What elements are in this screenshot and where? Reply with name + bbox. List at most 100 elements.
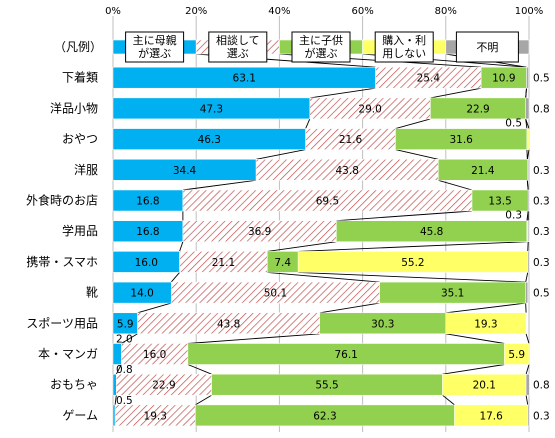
category-label: 下着類	[62, 70, 98, 85]
connector-line	[445, 302, 526, 314]
data-label: 55.5	[315, 380, 338, 392]
data-label: 43.8	[217, 318, 240, 330]
data-label: 35.1	[441, 288, 464, 300]
data-label: 46.3	[198, 134, 221, 146]
data-label: 5.9	[508, 349, 525, 361]
x-axis-ticks: 0% 20% 40% 60% 80% 100%	[105, 6, 543, 17]
bar-segment	[527, 404, 530, 427]
connector-line	[309, 87, 376, 99]
data-label: 43.8	[336, 165, 359, 177]
connector-line	[137, 302, 172, 314]
category-label: おやつ	[62, 132, 98, 146]
connector-line	[395, 149, 439, 160]
connector-line	[525, 272, 529, 283]
x-tick-label: 100%	[515, 6, 544, 17]
connector-line	[182, 179, 257, 191]
data-label: 29.0	[358, 103, 381, 115]
connector-line	[187, 333, 320, 344]
connector-line	[121, 333, 138, 344]
category-label: 本・マンガ	[38, 347, 98, 361]
data-label: 0.3	[533, 196, 550, 208]
data-label: 62.3	[313, 410, 336, 422]
bar-segment	[525, 97, 530, 120]
connector-line	[430, 87, 482, 99]
data-label: 45.8	[420, 226, 443, 238]
connector-line	[114, 395, 117, 405]
connector-line	[438, 179, 473, 191]
category-label: スポーツ用品	[26, 316, 98, 330]
legend-label-box	[125, 31, 185, 63]
bar-segment	[525, 281, 529, 304]
legend-entry-label: 主に子供	[299, 33, 343, 47]
data-labels: 63.1 25.4 10.9 0.5 47.3 29.0 22.9 0.8 46.3 21.6 31…	[116, 73, 550, 423]
data-label: 21.1	[212, 257, 235, 269]
connector-line	[442, 394, 455, 406]
connector-line	[298, 241, 527, 252]
category-label: ゲーム	[62, 408, 98, 422]
connector-line	[267, 241, 337, 252]
legend-label-box	[291, 31, 351, 63]
data-label: 69.5	[316, 196, 339, 208]
legend-label-box	[455, 31, 519, 63]
bars	[112, 66, 530, 427]
x-tick-label: 80%	[435, 6, 457, 17]
data-label: 14.0	[130, 288, 153, 300]
bar-segment	[112, 343, 122, 365]
data-label: 30.3	[371, 318, 394, 330]
legend-label-box	[208, 31, 268, 63]
data-label: 50.1	[264, 288, 287, 300]
data-label: 0.5	[533, 73, 550, 85]
connector-line	[195, 394, 212, 406]
connector-line	[179, 241, 184, 252]
data-label: 36.9	[248, 226, 271, 238]
category-label: 洋品小物	[50, 100, 98, 115]
legend-title: （凡例）	[54, 40, 102, 54]
legend-entry-label: 選ぶ	[227, 47, 249, 60]
x-tick-label: 40%	[268, 6, 290, 17]
legend-entry-label: が選ぶ	[138, 46, 171, 60]
connector-line	[187, 364, 212, 375]
connector-line	[525, 88, 527, 98]
bar-segment	[525, 373, 530, 396]
data-label: 55.2	[401, 257, 424, 269]
data-label: 21.6	[339, 134, 363, 146]
connector-line	[336, 210, 473, 222]
data-label: 76.1	[334, 349, 357, 361]
connector-line	[256, 149, 306, 160]
category-labels: （凡例） 下着類洋品小物おやつ洋服外食時のお店学用品携帯・スマホ靴スポーツ用品本・…	[26, 40, 102, 422]
connector-line	[525, 118, 530, 129]
data-label: 17.6	[479, 410, 503, 422]
data-label: 0.3	[505, 210, 522, 222]
category-label: 靴	[86, 286, 98, 300]
bar-segment	[112, 373, 117, 396]
data-label: 25.4	[417, 73, 441, 85]
data-label: 34.4	[173, 165, 197, 177]
connector-line	[525, 333, 530, 344]
data-label: 0.3	[533, 257, 550, 269]
connector-line	[445, 333, 505, 344]
data-label: 5.9	[117, 318, 134, 330]
data-label: 16.8	[136, 196, 159, 208]
legend-entry-label: が選ぶ	[305, 46, 338, 60]
legend-label-box	[374, 31, 434, 63]
data-label: 0.3	[533, 226, 550, 238]
connector-line	[526, 180, 529, 191]
bar-segment	[527, 159, 529, 181]
connector-line	[525, 364, 530, 375]
data-label: 21.4	[471, 165, 495, 177]
legend-entry-label: 相談して	[216, 33, 260, 47]
legend-entry-label: 購入・利	[382, 33, 426, 47]
data-label: 19.3	[474, 318, 497, 330]
connector-line	[298, 271, 526, 283]
connector-line	[319, 302, 380, 314]
data-label: 22.9	[152, 380, 175, 392]
data-label: 0.5	[533, 288, 550, 300]
legend-entry-label: 主に母親	[133, 34, 177, 47]
category-label: 洋服	[74, 162, 98, 177]
data-label: 19.3	[144, 410, 167, 422]
connector-line	[525, 395, 529, 405]
x-tick-label: 20%	[185, 6, 207, 17]
x-tick-label: 60%	[351, 6, 373, 17]
